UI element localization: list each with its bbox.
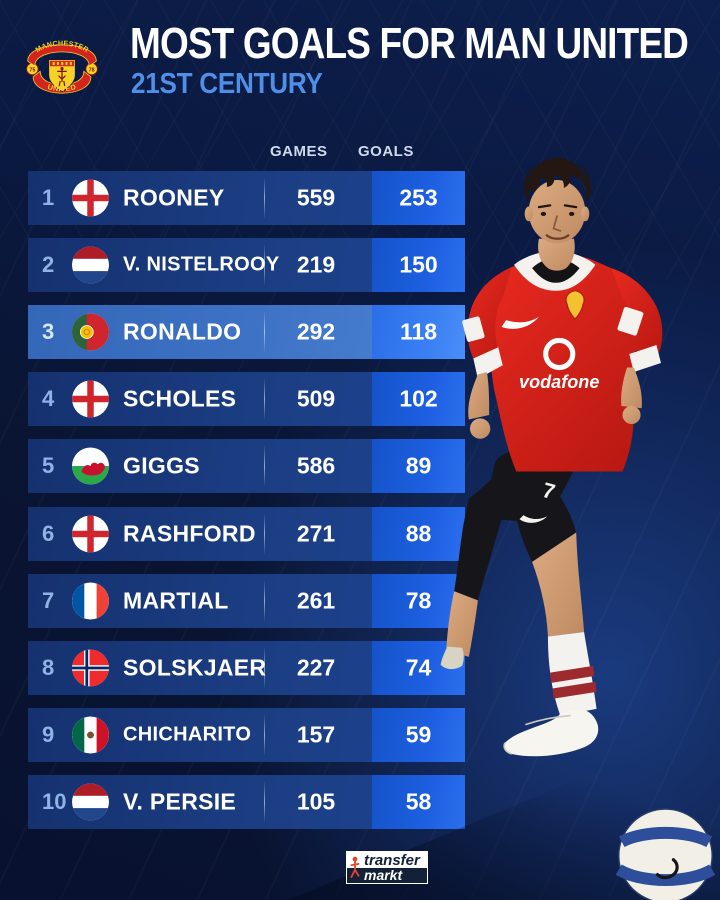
svg-text:78: 78 — [89, 67, 95, 73]
svg-text:vodafone: vodafone — [519, 372, 599, 392]
svg-text:75: 75 — [29, 67, 35, 73]
